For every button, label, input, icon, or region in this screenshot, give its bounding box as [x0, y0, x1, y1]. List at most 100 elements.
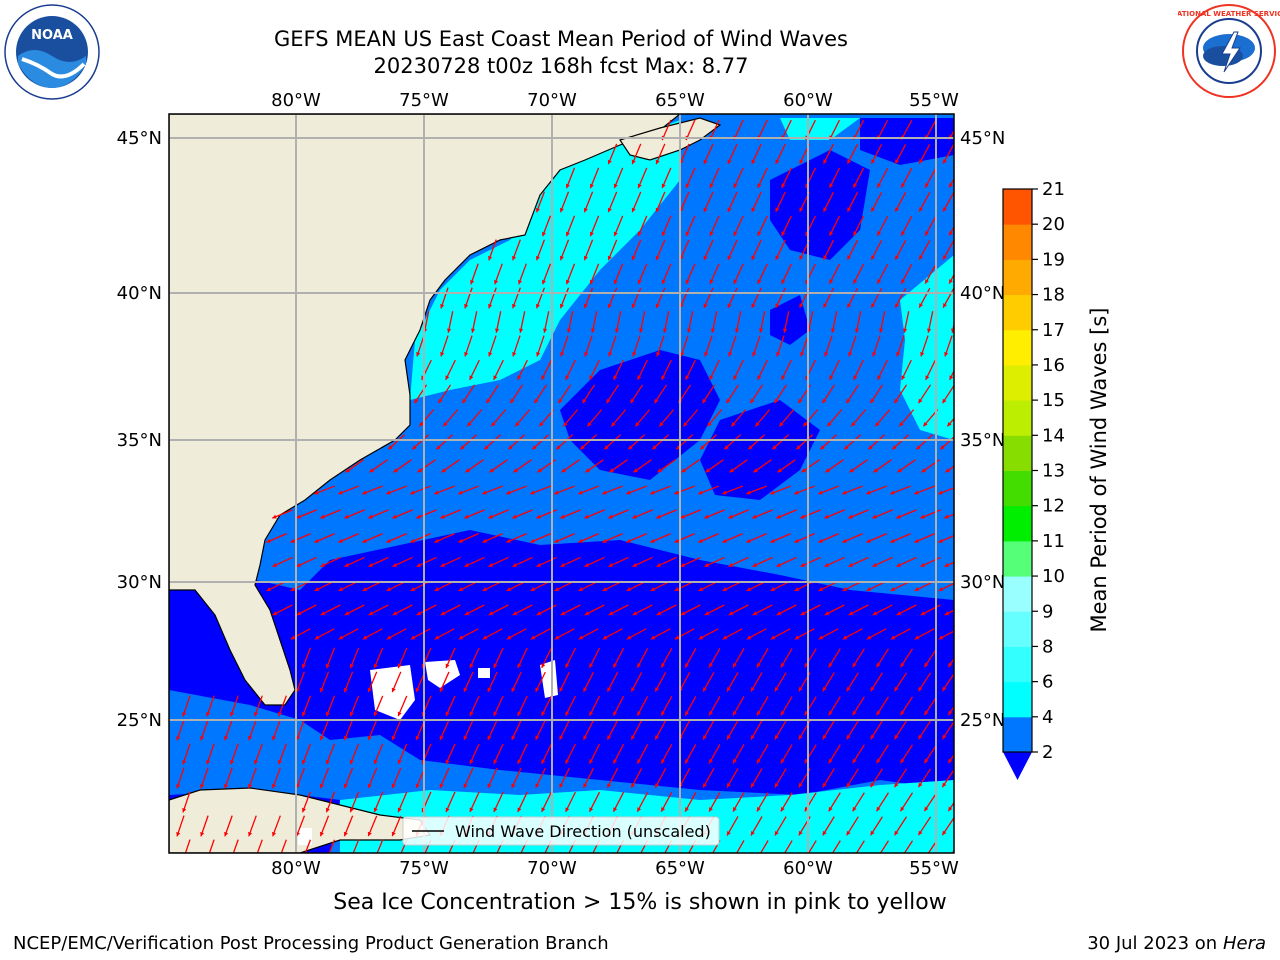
- wind-wave-arrowhead: [848, 562, 853, 567]
- wind-wave-arrowhead: [920, 351, 925, 357]
- wind-wave-arrowhead: [607, 687, 612, 692]
- wind-wave-arrowhead: [820, 445, 825, 450]
- wind-wave-arrowhead: [493, 711, 498, 716]
- wind-wave-arrowhead: [362, 587, 368, 592]
- wind-wave-arrowhead: [871, 303, 876, 308]
- wind-wave-arrowhead: [661, 759, 666, 764]
- wind-wave-arrowhead: [535, 735, 540, 740]
- wind-wave-arrowhead: [462, 398, 467, 404]
- wind-wave-arrowhead: [918, 734, 923, 740]
- wind-wave-arrowhead: [637, 663, 642, 668]
- wind-wave-arrowhead: [842, 538, 847, 543]
- legend-label: Wind Wave Direction (unscaled): [455, 822, 711, 841]
- wind-wave-arrowhead: [871, 207, 876, 212]
- wind-wave-arrowhead: [534, 398, 539, 404]
- wind-wave-arrowhead: [733, 855, 737, 859]
- wind-wave-arrowhead: [731, 421, 736, 427]
- wind-wave-arrowhead: [823, 303, 828, 308]
- wind-wave-arrowhead: [320, 562, 325, 567]
- wind-wave-arrowhead: [414, 398, 419, 404]
- colorbar-tick-label: 14: [1042, 425, 1065, 446]
- wind-wave-arrowhead: [541, 663, 546, 668]
- wind-wave-arrowhead: [746, 538, 751, 543]
- wind-wave-arrowhead: [578, 635, 584, 640]
- wind-wave-arrowhead: [772, 445, 777, 450]
- wind-wave-arrowhead: [704, 562, 709, 567]
- wind-wave-arrowhead: [254, 856, 258, 860]
- lat-tick-label-left: 35°N: [117, 430, 162, 451]
- wind-wave-arrowhead: [631, 735, 636, 740]
- wind-wave-arrowhead: [746, 490, 751, 495]
- wind-wave-arrowhead: [848, 611, 854, 616]
- wind-wave-arrowhead: [434, 587, 440, 592]
- wind-wave-arrowhead: [393, 468, 398, 473]
- wind-wave-arrowhead: [703, 687, 707, 692]
- wind-wave-arrowhead: [537, 468, 542, 473]
- wind-wave-arrowhead: [916, 445, 921, 450]
- wind-wave-arrowhead: [750, 831, 755, 836]
- wind-wave-arrowhead: [386, 587, 392, 592]
- wind-wave-arrowhead: [698, 490, 703, 495]
- wind-wave-arrowhead: [828, 662, 833, 668]
- wind-wave-arrowhead: [842, 635, 848, 640]
- wind-wave-arrowhead: [924, 662, 929, 668]
- wind-wave-arrowhead: [825, 468, 830, 473]
- wind-wave-arrowhead: [518, 279, 523, 285]
- wind-wave-arrowhead: [613, 663, 618, 668]
- wind-wave-arrowhead: [416, 611, 422, 616]
- wind-wave-arrowhead: [391, 783, 396, 789]
- wind-wave-arrowhead: [652, 445, 657, 450]
- sea-ice-note: Sea Ice Concentration > 15% is shown in …: [333, 890, 947, 915]
- wind-wave-arrowhead: [415, 735, 420, 741]
- wind-wave-arrowhead: [458, 490, 463, 495]
- wind-wave-arrowhead: [266, 538, 271, 543]
- wind-wave-arrowhead: [824, 611, 830, 616]
- wind-wave-arrowhead: [804, 806, 809, 812]
- wind-wave-arrowhead: [486, 398, 491, 404]
- colorbar-tick-label: 10: [1042, 566, 1065, 587]
- wind-wave-arrowhead: [200, 783, 205, 789]
- wind-wave-arrow: [184, 839, 191, 853]
- wind-wave-arrowhead: [901, 375, 906, 380]
- wind-wave-arrowhead: [319, 831, 324, 837]
- wind-wave-arrowhead: [632, 351, 637, 357]
- wind-wave-arrowhead: [607, 783, 612, 788]
- wind-wave-arrowhead: [940, 445, 945, 450]
- wind-wave-arrowhead: [607, 735, 612, 740]
- wind-wave-arrowhead: [914, 490, 919, 495]
- wind-wave-arrowhead: [924, 710, 929, 716]
- wind-wave-arrowhead: [876, 758, 881, 764]
- wind-wave-arrow: [208, 839, 215, 853]
- wind-wave-arrowhead: [350, 856, 354, 860]
- wind-wave-arrowhead: [626, 635, 632, 640]
- wind-wave-arrowhead: [584, 351, 589, 357]
- wind-wave-arrowhead: [728, 514, 733, 519]
- wind-wave-arrowhead: [876, 710, 881, 716]
- wind-wave-arrowhead: [631, 207, 636, 213]
- wind-wave-arrowhead: [464, 611, 470, 616]
- wind-wave-arrowhead: [386, 538, 391, 543]
- wind-wave-arrowhead: [758, 328, 764, 333]
- wind-wave-arrowhead: [565, 231, 570, 237]
- wind-wave-arrow: [903, 840, 914, 853]
- wind-wave-arrowhead: [607, 303, 612, 309]
- wind-wave-arrowhead: [467, 421, 472, 427]
- wind-wave-arrowhead: [463, 687, 468, 693]
- wind-wave-arrowhead: [182, 807, 187, 813]
- wind-wave-arrowhead: [438, 398, 443, 404]
- wind-wave-arrowhead: [583, 783, 588, 788]
- wind-wave-arrowhead: [373, 759, 378, 765]
- wind-wave-arrowhead: [685, 663, 689, 668]
- wind-wave-arrowhead: [846, 398, 851, 404]
- no-data-area: [425, 660, 460, 688]
- wind-wave-arrowhead: [415, 783, 420, 789]
- wind-wave-arrowhead: [942, 830, 947, 836]
- wind-wave-arrowhead: [774, 686, 779, 692]
- wind-wave-arrowhead: [776, 562, 781, 567]
- lon-tick-label-top: 75°W: [399, 90, 449, 111]
- wind-wave-arrowhead: [343, 735, 348, 741]
- wind-wave-arrow: [736, 840, 745, 853]
- wind-wave-arrow: [783, 840, 793, 853]
- wind-wave-arrowhead: [338, 538, 343, 543]
- wind-wave-arrowhead: [441, 468, 446, 473]
